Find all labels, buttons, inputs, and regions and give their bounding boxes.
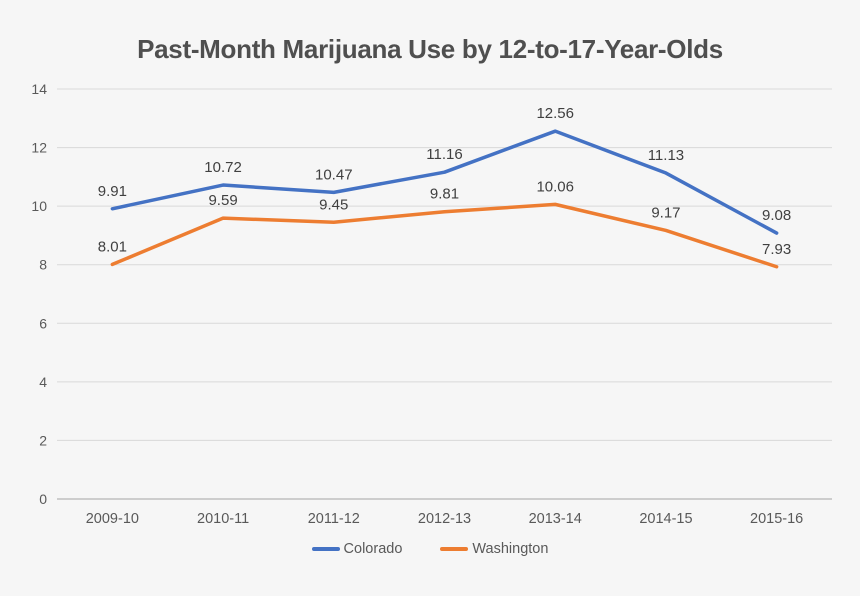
- x-axis-label: 2012-13: [418, 511, 471, 527]
- colorado-data-label: 10.72: [204, 159, 242, 176]
- washington-data-label: 9.17: [651, 204, 680, 221]
- washington-data-label: 9.81: [430, 186, 459, 203]
- colorado-data-label: 11.13: [648, 147, 684, 164]
- y-tick-label: 8: [39, 257, 47, 273]
- washington-line-marker: [440, 547, 469, 551]
- legend-item-washington: Washington: [440, 541, 548, 557]
- washington-data-label: 9.45: [319, 196, 348, 213]
- colorado-data-label: 9.08: [762, 207, 791, 224]
- y-tick-label: 14: [31, 81, 47, 97]
- y-tick-label: 12: [31, 140, 47, 156]
- x-axis-label: 2013-14: [529, 511, 582, 527]
- y-tick-label: 6: [39, 315, 47, 331]
- colorado-data-label: 10.47: [315, 166, 353, 183]
- washington-data-label: 9.59: [208, 192, 237, 209]
- x-axis-label: 2010-11: [197, 511, 249, 527]
- colorado-data-label: 12.56: [536, 105, 574, 122]
- chart-title: Past-Month Marijuana Use by 12-to-17-Yea…: [137, 34, 723, 64]
- legend: Colorado Washington: [0, 539, 860, 559]
- legend-item-colorado: Colorado: [311, 541, 403, 557]
- colorado-data-label: 11.16: [426, 146, 462, 163]
- washington-data-label: 8.01: [98, 238, 127, 255]
- washington-data-label: 7.93: [762, 241, 791, 258]
- colorado-line-marker: [311, 547, 340, 551]
- y-tick-label: 2: [39, 432, 47, 448]
- legend-label-washington: Washington: [472, 541, 549, 557]
- x-axis-label: 2014-15: [639, 511, 692, 527]
- colorado-data-label: 9.91: [98, 183, 127, 200]
- x-axis-label: 2015-16: [750, 511, 803, 527]
- y-tick-label: 4: [39, 374, 47, 390]
- x-axis-label: 2011-12: [308, 511, 360, 527]
- washington-data-label: 10.06: [536, 178, 574, 195]
- y-tick-label: 10: [31, 198, 47, 214]
- y-tick-label: 0: [39, 491, 47, 507]
- colorado-line: [110, 129, 779, 235]
- legend-label-colorado: Colorado: [343, 541, 403, 557]
- washington-line: [110, 202, 779, 269]
- x-axis-label: 2009-10: [86, 511, 139, 527]
